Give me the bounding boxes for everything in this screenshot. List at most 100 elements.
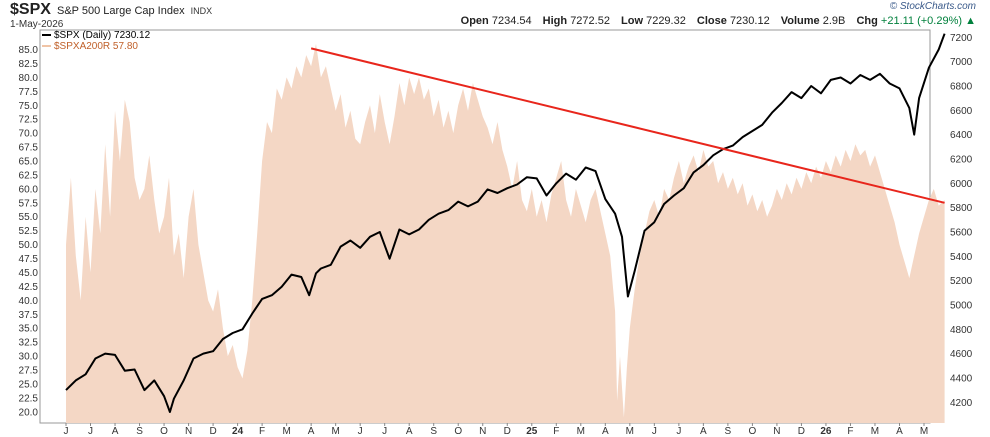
left-axis-tick-label: 35.0 (19, 324, 39, 335)
x-axis-tick-label: J (382, 426, 387, 437)
x-axis-tick-label: M (626, 426, 634, 437)
left-axis-tick-label: 25.0 (19, 379, 39, 390)
left-axis-tick-label: 22.5 (19, 393, 39, 404)
right-axis-tick-label: 4200 (950, 398, 973, 409)
left-axis-tick-label: 82.5 (19, 59, 39, 70)
x-axis-tick-label: O (454, 426, 462, 437)
x-axis-tick-label: A (700, 426, 707, 437)
x-axis-tick-label: 26 (820, 426, 832, 437)
left-axis-tick-label: 85.0 (19, 45, 39, 56)
right-axis-tick-label: 5400 (950, 252, 973, 263)
x-axis-ticks: J J A S O N D 24 F M A M J J A S O N D 25 F M A M J J A S O N D 26 F M A M (64, 423, 928, 437)
left-axis-tick-label: 55.0 (19, 212, 39, 223)
x-axis-tick-label: J (652, 426, 657, 437)
volume-value: 2.9B (822, 15, 846, 27)
x-axis-tick-label: J (676, 426, 681, 437)
left-axis-tick-label: 27.5 (19, 366, 39, 377)
close-value: 7230.12 (729, 15, 770, 27)
legend-swatch-spx (42, 34, 51, 37)
left-axis-tick-label: 65.0 (19, 157, 39, 168)
x-axis-tick-label: M (577, 426, 585, 437)
x-axis-tick-label: J (358, 426, 363, 437)
left-axis-tick-label: 32.5 (19, 338, 39, 349)
x-axis-tick-label: A (112, 426, 119, 437)
legend-label-breadth: $SPXA200R 57.80 (54, 41, 138, 52)
left-axis-tick-label: 20.0 (19, 407, 39, 418)
left-axis-tick-label: 42.5 (19, 282, 39, 293)
right-axis-tick-label: 5800 (950, 203, 973, 214)
price-line-layer (65, 33, 946, 413)
x-axis-tick-label: F (259, 426, 265, 437)
high-value: 7272.52 (570, 15, 610, 27)
left-axis-tick-label: 72.5 (19, 115, 39, 126)
right-axis-tick-label: 5000 (950, 300, 973, 311)
low-label: Low (621, 15, 644, 27)
x-axis-tick-label: N (773, 426, 780, 437)
x-axis-tick-label: J (64, 426, 69, 437)
left-axis-tick-label: 70.0 (19, 129, 39, 140)
legend-swatch-breadth (42, 45, 51, 48)
left-axis-tick-label: 80.0 (19, 73, 39, 84)
ticker-symbol: $SPX (10, 1, 51, 18)
x-axis-tick-label: O (749, 426, 757, 437)
x-axis-tick-label: J (88, 426, 93, 437)
right-axis-ticks: 7200 7000 6800 6600 6400 6200 6000 5800 5600 5400… (950, 33, 973, 409)
left-axis-tick-label: 62.5 (19, 170, 39, 181)
high-label: High (542, 15, 568, 27)
left-axis-tick-label: 75.0 (19, 101, 39, 112)
left-axis-tick-label: 52.5 (19, 226, 39, 237)
x-axis-tick-label: N (185, 426, 192, 437)
right-axis-tick-label: 7200 (950, 33, 973, 44)
open-value: 7234.54 (491, 15, 532, 27)
left-axis-tick-label: 60.0 (19, 184, 39, 195)
left-axis-tick-label: 77.5 (19, 87, 39, 98)
x-axis-tick-label: N (479, 426, 486, 437)
x-axis-tick-label: A (406, 426, 413, 437)
x-axis-tick-label: F (553, 426, 559, 437)
x-axis-tick-label: F (847, 426, 853, 437)
chart-legend: $SPX (Daily) 7230.12 $SPXA200R 57.80 (42, 30, 150, 52)
breadth-area-series (66, 43, 945, 424)
x-axis-tick-label: S (430, 426, 437, 437)
open-label: Open (460, 15, 489, 27)
x-axis-tick-label: M (871, 426, 879, 437)
chart-date: 1-May-2026 (10, 19, 64, 30)
right-axis-tick-label: 6600 (950, 106, 973, 117)
x-axis-tick-label: A (896, 426, 903, 437)
left-axis-tick-label: 37.5 (19, 310, 39, 321)
exchange-label: INDX (190, 6, 213, 16)
trendline (310, 47, 945, 204)
left-axis-tick-label: 57.5 (19, 198, 39, 209)
trendline-layer (310, 47, 945, 204)
x-axis-tick-label: M (331, 426, 339, 437)
right-axis-tick-label: 6800 (950, 81, 973, 92)
x-axis-tick-label: M (282, 426, 290, 437)
left-axis-tick-label: 45.0 (19, 268, 39, 279)
legend-label-spx: $SPX (Daily) 7230.12 (54, 30, 151, 41)
right-axis-tick-label: 7000 (950, 57, 973, 68)
left-axis-tick-label: 50.0 (19, 240, 39, 251)
left-axis-tick-label: 47.5 (19, 254, 39, 265)
right-axis-tick-label: 6000 (950, 179, 973, 190)
right-axis-tick-label: 4800 (950, 325, 973, 336)
x-axis-tick-label: A (602, 426, 609, 437)
chg-label: Chg (856, 15, 878, 27)
up-arrow-icon: ▲ (965, 15, 976, 27)
x-axis-tick-label: D (504, 426, 511, 437)
close-label: Close (696, 15, 727, 27)
chg-value: +21.11 (+0.29%) (880, 15, 963, 27)
spx-price-series (65, 33, 946, 413)
chart-title: $SPX S&P 500 Large Cap Index INDX (10, 1, 212, 19)
right-axis-tick-label: 4400 (950, 373, 973, 384)
ohlc-readout: Open 7234.54 High 7272.52 Low 7229.32 Cl… (453, 15, 976, 27)
low-value: 7229.32 (646, 15, 686, 27)
right-axis-tick-label: 6200 (950, 154, 973, 165)
right-axis-tick-label: 6400 (950, 130, 973, 141)
x-axis-tick-label: 24 (232, 426, 244, 437)
right-axis-tick-label: 4600 (950, 349, 973, 360)
left-axis-tick-label: 30.0 (19, 352, 39, 363)
breadth-area-layer (66, 43, 945, 424)
right-axis-tick-label: 5600 (950, 227, 973, 238)
x-axis-tick-label: D (209, 426, 216, 437)
